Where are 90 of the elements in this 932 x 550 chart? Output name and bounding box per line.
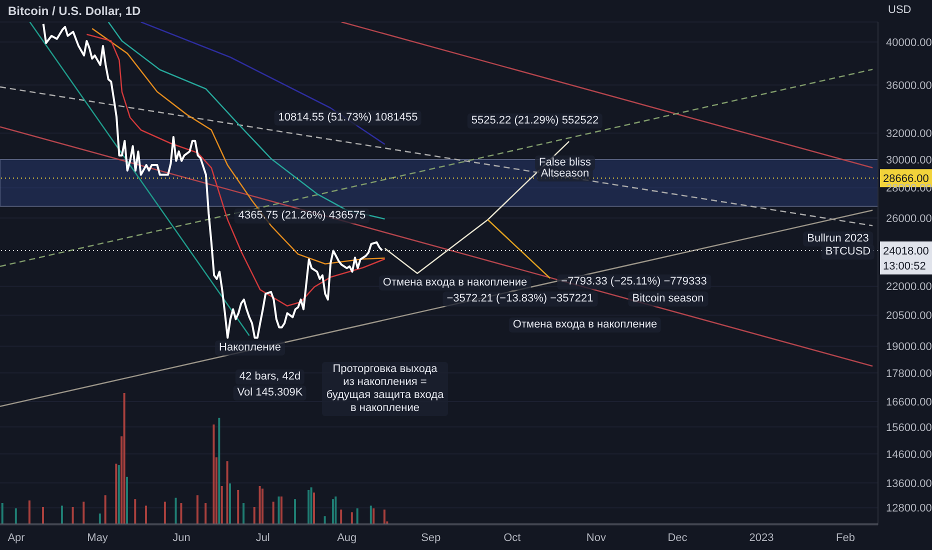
y-tick-label: 15600.00 [886,422,932,434]
bar [164,502,166,524]
ref-line-label: 28666.00 [883,173,929,186]
y-tick-label: 17800.00 [886,368,932,380]
y-tick-label: 13600.00 [886,478,932,490]
bar [324,516,326,524]
bar [220,486,223,524]
bar [228,483,231,524]
bar [98,514,101,524]
text: 13:00:52 [883,260,926,272]
bar [212,424,215,524]
bar [42,506,44,524]
bar [312,492,315,524]
x-tick-label: Nov [586,532,606,544]
bar [1,503,4,524]
bar [237,490,240,524]
annotation: 10814.55 (51.73%) 1081455 [274,110,422,126]
bar [28,500,30,524]
x-tick-label: May [87,532,108,544]
bar [196,495,198,524]
annotation: Vol 145.309K [233,385,307,400]
bar [104,495,106,524]
y-axis-title: USD [888,4,912,16]
bar [134,499,136,524]
annotation: Bitcoin season [628,291,708,306]
bar [334,496,337,524]
x-tick-label: Apr [8,532,26,544]
annotation: 4365.75 (21.26%) 436575 [234,208,370,224]
x-tick-label: Dec [668,532,688,544]
bar [72,506,74,524]
y-tick-label: 22000.00 [886,281,932,294]
annotation: Bullrun 2023 [803,232,873,247]
bar [242,503,245,524]
bar [14,508,17,524]
bar [310,487,312,524]
chart-title: Bitcoin / U.S. Dollar, 1D [8,4,141,18]
annotation: 5525.22 (21.29%) 552522 [467,113,603,128]
bar [383,510,386,524]
bar [280,496,282,524]
annotation: −3572.21 (−13.83%) −357221 [442,291,598,306]
bar [180,503,182,524]
annotation: Отмена входа в накопление [508,317,662,332]
bar [218,418,220,524]
bar [340,510,342,524]
y-tick-label: 14600.00 [886,448,932,461]
bar [115,464,118,524]
y-tick-label: 12800.00 [886,502,932,515]
annotation: −7793.33 (−25.11%) −779333 [557,274,711,290]
bar [308,490,310,524]
y-tick-label: 26000.00 [886,212,932,225]
annotation: Проторговка выхода из накопления = будущая защита входа в накопление [322,362,448,416]
y-tick-label: 30000.00 [886,154,932,166]
bar [118,465,120,524]
x-tick-label: Aug [337,532,357,544]
y-tick-label: 40000.00 [886,36,932,49]
x-tick-label: Feb [836,532,855,544]
x-tick-label: Sep [421,532,441,544]
bar [278,496,280,524]
bar [262,488,264,524]
bar [144,506,147,524]
bar [332,499,334,524]
y-tick-label: 20500.00 [886,310,932,322]
x-tick-label: Oct [504,532,521,544]
y-tick-label: 36000.00 [886,80,932,92]
annotation: Отмена входа в накопление [378,275,532,290]
y-tick-label: 16600.00 [886,396,932,408]
ref-line-label: 24018.00 [883,245,929,258]
x-tick-label: Jul [256,532,270,544]
bar [294,499,296,524]
annotation: 42 bars, 42d [235,370,305,385]
bar [350,512,353,524]
bar [123,393,126,524]
bar [370,506,372,524]
bar [272,502,274,524]
x-tick-label: 2023 [749,532,774,544]
bar [82,502,85,524]
bar [258,486,261,524]
bar [174,498,177,524]
bar [226,461,228,524]
bar [356,508,358,524]
annotation: Накопление [215,340,285,356]
annotation: BTCUSD [821,244,875,260]
y-tick-label: 19000.00 [886,341,932,354]
annotation: Altseason [536,166,594,182]
bar [204,503,207,524]
y-tick-label: 32000.00 [886,128,932,140]
x-tick-label: Jun [172,532,190,544]
bar [60,506,63,524]
bar [372,508,375,524]
bar [253,506,256,524]
